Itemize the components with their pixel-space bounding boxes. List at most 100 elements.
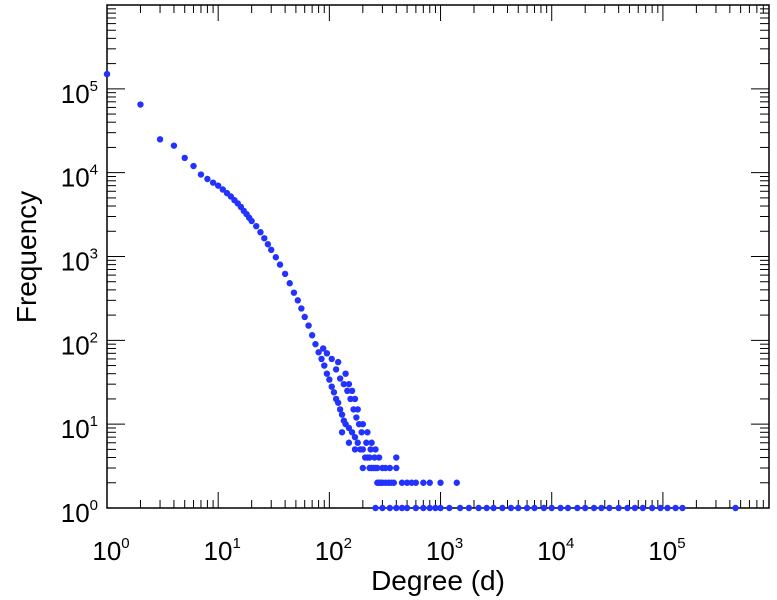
x-tick-label: 101 (204, 535, 241, 566)
data-point (366, 464, 373, 472)
data-point (308, 332, 316, 339)
data-point (323, 350, 331, 357)
data-point (315, 349, 322, 356)
data-point (420, 504, 427, 512)
data-point (412, 479, 420, 486)
x-tick-label: 104 (537, 535, 574, 566)
data-point (181, 154, 188, 162)
data-point (286, 280, 293, 287)
y-tick-label: 103 (61, 246, 98, 277)
data-point (348, 387, 356, 395)
data-point (328, 355, 335, 363)
data-point (372, 504, 379, 512)
data-point (364, 429, 371, 436)
data-point (631, 504, 639, 512)
data-point (347, 395, 354, 403)
data-point (366, 454, 373, 461)
data-point (353, 414, 360, 421)
data-point (301, 313, 308, 321)
data-point (340, 380, 348, 388)
data-point (465, 504, 473, 512)
data-point (336, 375, 344, 382)
data-point (371, 454, 378, 461)
data-point (564, 504, 572, 512)
data-point (531, 504, 538, 512)
data-point (103, 70, 111, 78)
data-point (403, 504, 411, 512)
y-tick-label: 102 (61, 329, 98, 360)
data-point (358, 429, 365, 436)
data-point (318, 355, 325, 363)
data-point (351, 433, 359, 441)
data-point (515, 504, 522, 512)
data-point (548, 504, 555, 512)
data-point (156, 136, 164, 143)
axis-ticks (106, 4, 770, 509)
data-point (581, 504, 589, 512)
data-point (253, 222, 260, 230)
data-point (326, 376, 333, 383)
data-point (345, 380, 353, 388)
data-point (359, 464, 367, 472)
data-point (426, 479, 433, 486)
data-point (190, 162, 197, 170)
y-tick-label: 101 (61, 413, 98, 444)
data-point (393, 464, 400, 472)
data-point (574, 504, 581, 512)
data-point (437, 479, 444, 486)
data-point (672, 504, 679, 512)
data-point (305, 322, 312, 329)
x-axis-title: Degree (d) (371, 565, 505, 596)
data-point (375, 454, 383, 461)
data-point (363, 439, 370, 446)
data-point (276, 261, 284, 268)
data-point (344, 387, 351, 395)
data-point (328, 383, 335, 390)
data-point (214, 182, 222, 189)
data-point (456, 504, 464, 512)
x-tick-label: 100 (92, 535, 129, 566)
data-point (367, 446, 374, 453)
data-point (540, 504, 548, 512)
data-point (272, 254, 280, 261)
data-point (209, 179, 217, 186)
data-point (648, 504, 656, 512)
y-tick-label: 104 (61, 162, 98, 193)
data-point (319, 345, 327, 352)
data-point (403, 479, 411, 486)
x-tick-label: 105 (648, 535, 685, 566)
data-point (338, 411, 346, 418)
data-point (393, 504, 400, 512)
data-point (312, 340, 319, 348)
data-point (261, 235, 268, 242)
data-point (598, 504, 605, 512)
data-point (336, 406, 344, 413)
data-point (412, 504, 420, 512)
data-point (359, 446, 367, 453)
data-point (290, 289, 298, 296)
data-point (426, 504, 433, 512)
data-point (490, 504, 497, 512)
data-point (197, 171, 205, 178)
data-point (204, 175, 211, 183)
data-point (664, 504, 671, 512)
data-point (499, 504, 506, 512)
data-point (420, 479, 427, 486)
axis-tick-labels: 100 101 102 103 104 105 100 101 102 103 104 105 (61, 78, 686, 566)
data-point (354, 406, 361, 413)
data-point (332, 366, 340, 373)
data-point (348, 429, 356, 436)
data-point (330, 389, 338, 396)
data-point (334, 399, 342, 406)
data-point (624, 504, 631, 512)
plot-frame (106, 4, 770, 509)
data-point (137, 101, 144, 108)
data-point (342, 370, 349, 377)
data-point (323, 370, 331, 377)
data-point (268, 246, 275, 254)
data-point (393, 454, 400, 461)
data-point (657, 504, 664, 512)
data-point (372, 446, 379, 453)
x-tick-label: 103 (426, 535, 463, 566)
data-point (679, 504, 686, 512)
